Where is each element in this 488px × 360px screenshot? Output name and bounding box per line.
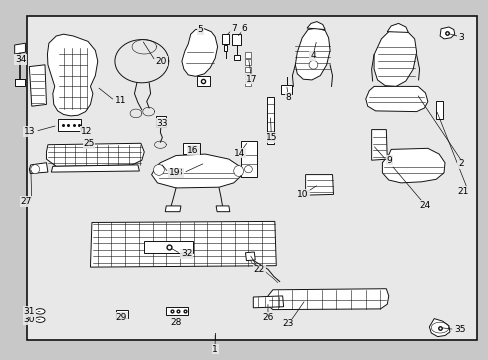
Text: 29: 29 — [115, 313, 127, 322]
Polygon shape — [182, 29, 217, 76]
Text: 34: 34 — [15, 55, 26, 64]
Text: 24: 24 — [419, 201, 430, 210]
Text: 19: 19 — [168, 168, 180, 177]
Ellipse shape — [153, 165, 164, 175]
Text: 6: 6 — [241, 23, 247, 32]
Polygon shape — [240, 141, 256, 177]
Text: 16: 16 — [187, 145, 199, 155]
Text: 15: 15 — [265, 133, 277, 142]
Text: 22: 22 — [253, 266, 264, 274]
Text: 11: 11 — [115, 96, 126, 105]
Ellipse shape — [35, 317, 45, 323]
Polygon shape — [196, 76, 210, 86]
Text: 5: 5 — [197, 25, 203, 34]
Text: 31: 31 — [23, 307, 35, 316]
Polygon shape — [47, 34, 98, 116]
Polygon shape — [165, 206, 181, 212]
Polygon shape — [295, 28, 329, 80]
Polygon shape — [151, 154, 240, 188]
Polygon shape — [166, 307, 188, 315]
Polygon shape — [439, 27, 454, 39]
Text: 14: 14 — [233, 149, 245, 158]
Text: 18: 18 — [171, 168, 183, 177]
Text: 4: 4 — [309, 51, 315, 60]
Text: 1: 1 — [212, 345, 218, 354]
Polygon shape — [15, 43, 25, 54]
Ellipse shape — [308, 60, 317, 69]
Text: 35: 35 — [454, 325, 466, 334]
Text: 30: 30 — [23, 315, 35, 324]
Ellipse shape — [244, 166, 252, 173]
Polygon shape — [253, 296, 283, 308]
Polygon shape — [245, 252, 255, 261]
Polygon shape — [46, 143, 144, 166]
Polygon shape — [51, 165, 139, 172]
Polygon shape — [365, 86, 427, 112]
Text: 26: 26 — [262, 313, 273, 322]
Polygon shape — [428, 319, 449, 337]
Polygon shape — [144, 241, 193, 253]
Polygon shape — [245, 81, 251, 86]
Ellipse shape — [35, 309, 45, 314]
Text: 12: 12 — [81, 127, 92, 136]
Polygon shape — [266, 289, 388, 310]
Polygon shape — [435, 101, 442, 119]
Polygon shape — [371, 130, 386, 160]
Polygon shape — [245, 67, 251, 72]
Polygon shape — [183, 143, 199, 154]
Polygon shape — [386, 23, 407, 32]
Text: 28: 28 — [170, 318, 182, 327]
Text: 13: 13 — [23, 127, 35, 136]
Polygon shape — [306, 22, 325, 30]
Polygon shape — [58, 119, 81, 131]
Polygon shape — [29, 65, 46, 106]
Ellipse shape — [233, 166, 243, 176]
Ellipse shape — [31, 165, 40, 174]
Polygon shape — [90, 221, 276, 267]
Text: 25: 25 — [83, 139, 95, 148]
Polygon shape — [222, 34, 228, 44]
Polygon shape — [224, 45, 227, 51]
Polygon shape — [155, 116, 166, 127]
Text: 10: 10 — [297, 190, 308, 199]
Polygon shape — [266, 97, 273, 144]
Polygon shape — [116, 310, 128, 318]
Text: 8: 8 — [285, 93, 291, 102]
Polygon shape — [216, 206, 229, 212]
Text: 32: 32 — [181, 249, 192, 258]
Polygon shape — [245, 59, 251, 65]
Polygon shape — [233, 55, 239, 60]
Polygon shape — [15, 79, 25, 86]
Text: 17: 17 — [245, 75, 257, 84]
Text: 2: 2 — [457, 159, 463, 168]
Text: 20: 20 — [155, 57, 166, 66]
Text: 7: 7 — [230, 23, 236, 32]
Polygon shape — [373, 30, 416, 86]
Text: 21: 21 — [456, 187, 468, 196]
Text: 3: 3 — [457, 33, 463, 42]
Polygon shape — [281, 85, 292, 94]
Text: 33: 33 — [156, 118, 168, 127]
Polygon shape — [305, 175, 333, 195]
Polygon shape — [29, 163, 48, 174]
Polygon shape — [245, 74, 251, 79]
Text: 9: 9 — [386, 156, 391, 165]
Text: 27: 27 — [20, 197, 32, 206]
Polygon shape — [245, 52, 251, 58]
Polygon shape — [232, 34, 240, 45]
Polygon shape — [382, 148, 444, 183]
Text: 23: 23 — [282, 320, 294, 328]
